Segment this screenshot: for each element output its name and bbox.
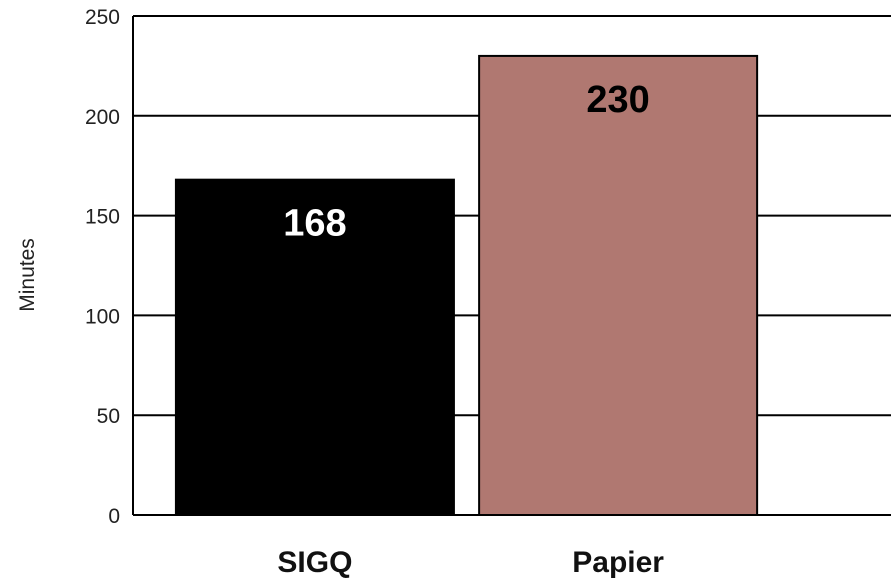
bars: 168 230: [174, 54, 759, 516]
data-label-sigq: 168: [283, 203, 346, 245]
y-tick-label: 50: [97, 405, 120, 428]
y-tick-label: 200: [85, 106, 120, 129]
bar-papier: [478, 54, 759, 516]
y-tick-label: 100: [85, 305, 120, 328]
y-tick-label: 0: [108, 505, 120, 528]
axes: 0 50 100 150 200 250 SIGQ Papier: [85, 6, 891, 579]
x-tick-label-sigq: SIGQ: [277, 546, 352, 579]
y-axis-label: Minutes: [16, 238, 39, 312]
y-tick-label: 250: [85, 6, 120, 29]
y-tick-label: 150: [85, 206, 120, 229]
x-tick-label-papier: Papier: [572, 546, 664, 579]
data-label-papier: 230: [586, 79, 649, 121]
